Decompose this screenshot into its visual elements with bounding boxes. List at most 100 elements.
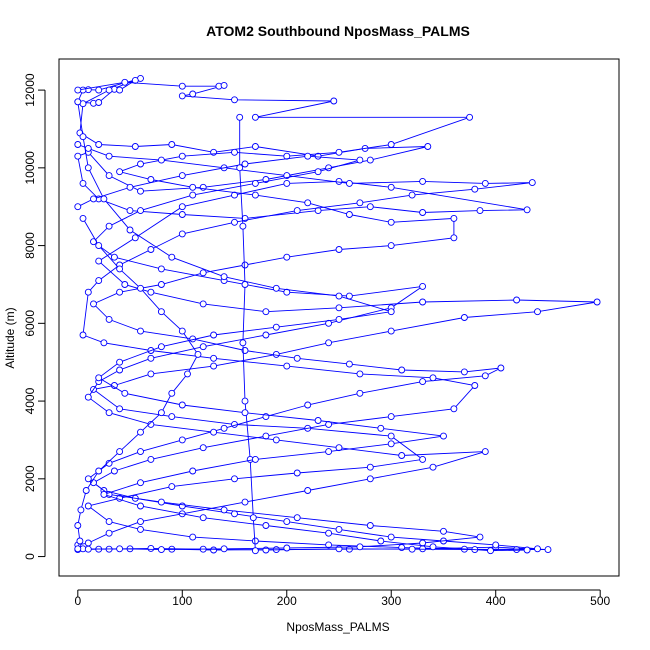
data-point — [293, 514, 301, 522]
data-point — [262, 308, 270, 316]
series-5 — [74, 214, 202, 553]
data-point — [251, 179, 259, 187]
data-point — [481, 179, 489, 187]
data-point — [157, 498, 165, 506]
series-4 — [74, 152, 489, 549]
data-point — [335, 148, 343, 156]
data-point — [387, 183, 395, 191]
x-axis-label: NposMass_PALMS — [286, 620, 389, 634]
data-point — [147, 354, 155, 362]
data-point — [178, 327, 186, 335]
data-point — [366, 156, 374, 164]
data-point — [377, 537, 385, 545]
data-point — [440, 432, 447, 440]
data-point — [137, 518, 144, 526]
data-point — [387, 141, 395, 148]
data-point — [366, 203, 374, 211]
data-point — [251, 537, 259, 545]
data-point — [178, 203, 186, 211]
data-point — [105, 152, 113, 160]
data-point — [77, 506, 85, 514]
series-line — [77, 144, 533, 551]
data-point — [137, 479, 144, 487]
data-point — [95, 86, 103, 94]
data-point — [283, 518, 291, 526]
data-point — [90, 300, 97, 308]
data-point — [231, 475, 238, 483]
data-point — [231, 510, 238, 518]
data-point — [293, 207, 301, 215]
data-point — [460, 368, 468, 376]
data-point — [513, 296, 521, 304]
x-tick-label: 400 — [486, 594, 506, 608]
data-point — [121, 281, 129, 288]
data-point — [335, 315, 343, 323]
data-point — [220, 545, 228, 553]
data-point — [241, 498, 249, 506]
x-tick-label: 200 — [277, 594, 297, 608]
data-point — [471, 382, 479, 389]
data-point — [168, 389, 176, 397]
data-point — [74, 152, 82, 160]
data-point — [178, 401, 186, 409]
data-point — [74, 141, 82, 148]
data-point — [544, 546, 552, 554]
axes-layer: 0 100 200 300 400 500 0 2000 4000 6000 8000 10000 12… — [23, 73, 611, 608]
data-point — [492, 541, 500, 549]
data-point — [262, 522, 270, 529]
data-point — [440, 527, 447, 535]
data-point — [105, 172, 113, 180]
data-point — [325, 541, 333, 549]
data-point — [74, 203, 82, 211]
data-point — [304, 401, 312, 409]
data-point — [262, 331, 270, 339]
data-point — [251, 547, 259, 555]
data-point — [105, 518, 113, 526]
data-point — [189, 533, 197, 541]
data-point — [387, 308, 395, 316]
data-point — [184, 370, 191, 378]
data-point — [147, 288, 155, 296]
data-point — [199, 300, 207, 308]
y-tick-label: 0 — [23, 553, 37, 560]
data-point — [534, 545, 541, 553]
data-point — [137, 207, 144, 215]
data-point — [314, 417, 322, 424]
series-line — [77, 101, 528, 552]
data-point — [178, 172, 186, 180]
data-point — [82, 487, 90, 494]
data-point — [79, 331, 87, 339]
data-point — [168, 413, 176, 421]
data-point — [157, 265, 165, 273]
data-point — [110, 467, 118, 475]
data-point — [168, 483, 176, 491]
data-point — [189, 191, 197, 199]
data-point — [137, 502, 144, 510]
data-point — [345, 211, 353, 218]
data-point — [356, 389, 364, 397]
data-point — [387, 432, 395, 440]
data-point — [178, 502, 186, 510]
data-point — [74, 98, 82, 106]
data-point — [513, 546, 521, 554]
data-point — [429, 463, 437, 471]
data-point — [210, 354, 218, 362]
data-point — [335, 292, 343, 300]
data-point — [239, 339, 247, 347]
data-point — [147, 455, 155, 463]
data-point — [419, 545, 427, 553]
data-point — [79, 179, 87, 187]
y-tick-label: 6000 — [23, 310, 37, 337]
data-point — [424, 143, 432, 150]
data-point — [335, 304, 343, 312]
data-point — [366, 475, 374, 483]
data-point — [210, 428, 218, 436]
data-point — [116, 168, 124, 176]
data-point — [377, 424, 385, 432]
data-point — [74, 522, 82, 529]
data-point — [84, 164, 92, 172]
data-point — [387, 218, 395, 226]
data-point — [450, 234, 458, 242]
data-point — [137, 428, 144, 436]
data-point — [387, 533, 395, 541]
